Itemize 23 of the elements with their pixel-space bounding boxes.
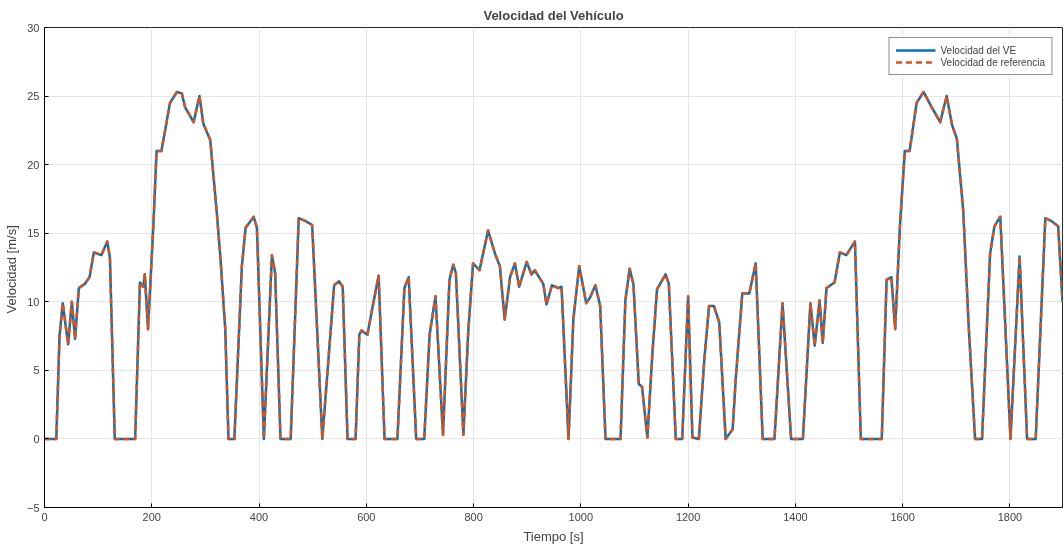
- y-tick-label: 20: [27, 158, 40, 171]
- y-tick-label: 15: [27, 227, 40, 240]
- x-tick-label: 600: [357, 510, 376, 523]
- y-tick-label: 30: [27, 21, 40, 34]
- x-tick-label: 1400: [783, 510, 808, 523]
- y-tick-label: −5: [26, 501, 40, 514]
- y-tick-label: 25: [27, 90, 40, 103]
- x-tick-label: 1600: [890, 510, 915, 523]
- y-axis-title: Velocidad [m/s]: [3, 225, 19, 314]
- x-tick-label: 200: [142, 510, 161, 523]
- legend-label: Velocidad del VE: [940, 44, 1017, 56]
- chart-title: Velocidad del Vehículo: [483, 7, 624, 23]
- legend-label: Velocidad de referencia: [940, 56, 1045, 68]
- x-axis-title: Tiempo [s]: [523, 528, 584, 544]
- y-tick-label: 0: [33, 432, 40, 445]
- x-tick-label: 400: [249, 510, 269, 523]
- x-tick-label: 1000: [568, 510, 594, 523]
- x-tick-label: 1200: [675, 510, 701, 523]
- x-tick-label: 800: [464, 510, 483, 523]
- x-tick-label: 0: [41, 510, 48, 523]
- y-tick-label: 5: [33, 364, 40, 377]
- x-tick-label: 1800: [997, 510, 1023, 523]
- y-tick-label: 10: [27, 295, 40, 308]
